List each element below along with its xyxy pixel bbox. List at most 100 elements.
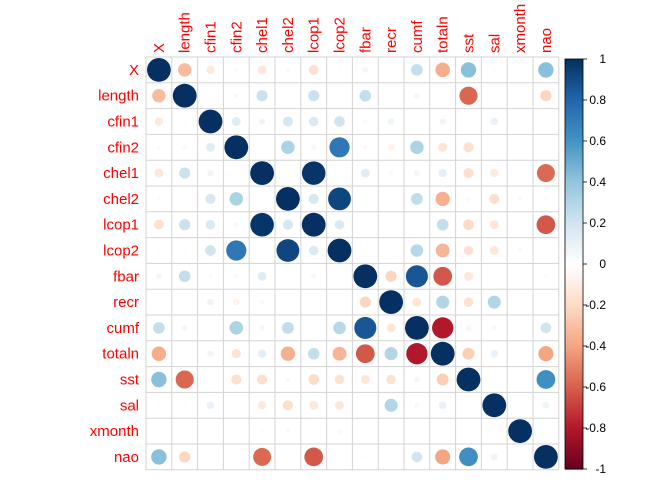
correlation-circle <box>438 168 447 178</box>
colorbar-segment <box>565 223 583 226</box>
colorbar-segment <box>565 83 583 87</box>
correlation-circle <box>335 400 344 410</box>
colorbar-segment <box>565 432 583 435</box>
row-label: X <box>129 62 139 79</box>
colorbar-segment <box>565 382 583 386</box>
correlation-circle <box>156 145 161 150</box>
correlation-circle <box>462 347 475 360</box>
colorbar-segment <box>565 419 583 423</box>
row-label: totaln <box>102 346 139 363</box>
correlation-circle <box>436 218 449 231</box>
colorbar-segment <box>565 264 583 267</box>
colorbar-segment <box>565 339 583 343</box>
correlation-circle <box>490 168 499 178</box>
colorbar-segment <box>565 350 583 353</box>
colorbar-segment <box>565 442 583 445</box>
colorbar-segment <box>565 378 583 382</box>
colorbar-segment <box>565 182 583 185</box>
correlation-circle <box>359 296 371 308</box>
colorbar-segment <box>565 348 583 351</box>
correlation-circle <box>544 274 548 278</box>
colorbar-segment <box>565 458 583 462</box>
colorbar-segment <box>565 315 583 318</box>
colorbar-segment <box>565 391 583 394</box>
correlation-circle <box>154 117 164 126</box>
colorbar-segment <box>565 124 583 128</box>
colorbar-segment <box>565 91 583 95</box>
colorbar-segment <box>565 284 583 288</box>
correlation-circle <box>386 374 396 385</box>
colorbar-segment <box>565 317 583 320</box>
colorbar-segment <box>565 261 583 265</box>
colorbar-tick-label: -1 <box>595 462 606 476</box>
correlation-circle <box>233 273 239 279</box>
colorbar-segment <box>565 436 583 439</box>
correlation-circle <box>179 167 191 179</box>
colorbar-segment <box>565 75 583 79</box>
colorbar-segment <box>565 341 583 345</box>
correlation-circle <box>489 220 499 230</box>
correlation-circle <box>544 197 548 201</box>
colorbar-segment <box>565 430 583 433</box>
correlation-circle <box>151 346 167 361</box>
colorbar-segment <box>565 196 583 199</box>
correlation-circle <box>175 370 194 389</box>
column-label: sal <box>486 34 503 53</box>
correlation-circle <box>308 116 319 127</box>
correlation-circle <box>433 266 453 286</box>
correlation-circle <box>334 374 345 385</box>
correlation-circle <box>517 196 523 202</box>
correlation-circle <box>435 449 451 465</box>
correlation-circle <box>183 119 187 124</box>
colorbar-segment <box>565 77 583 81</box>
colorbar-segment <box>565 354 583 357</box>
correlation-circle <box>411 451 423 463</box>
correlation-circle <box>410 192 423 205</box>
colorbar-segment <box>565 61 583 64</box>
correlation-circle <box>518 171 522 175</box>
correlation-circle <box>536 215 556 235</box>
correlation-circle <box>206 65 215 75</box>
correlation-circle <box>205 219 216 230</box>
correlation-circle <box>282 219 293 230</box>
correlation-circle <box>405 316 429 340</box>
colorbar-segment <box>565 448 583 452</box>
correlation-circle <box>257 349 267 358</box>
colorbar-segment <box>565 218 583 222</box>
correlation-circle <box>258 118 266 125</box>
colorbar-segment <box>565 97 583 101</box>
colorbar-segment <box>565 321 583 325</box>
correlation-circle <box>362 144 368 150</box>
colorbar-segment <box>565 425 583 429</box>
correlation-circle <box>308 193 319 204</box>
colorbar-segment <box>565 89 583 93</box>
correlation-circle <box>224 135 249 160</box>
colorbar-segment <box>565 161 583 165</box>
correlation-circle <box>412 297 422 307</box>
colorbar-segment <box>565 220 583 224</box>
colorbar-segment <box>565 198 583 202</box>
correlation-circle <box>179 219 191 231</box>
colorbar-segment <box>565 249 583 253</box>
colorbar-segment <box>565 229 583 232</box>
colorbar-segment <box>565 95 583 99</box>
colorbar-segment <box>565 116 583 120</box>
colorbar-segment <box>565 163 583 167</box>
colorbar-segment <box>565 136 583 140</box>
correlation-circle <box>542 401 550 409</box>
correlation-circle <box>463 168 474 179</box>
correlation-circle <box>231 374 242 385</box>
correlation-circle <box>233 222 239 228</box>
correlation-circle <box>456 367 481 392</box>
colorbar-segment <box>565 343 583 347</box>
colorbar-segment <box>565 270 583 273</box>
column-label: xmonth <box>512 4 529 53</box>
colorbar-segment <box>565 333 583 337</box>
correlation-circle <box>285 67 290 72</box>
colorbar-tick-label: -0.2 <box>585 298 606 312</box>
correlation-circle <box>334 219 345 230</box>
correlation-circle <box>329 137 350 158</box>
colorbar-segment <box>565 188 583 191</box>
correlation-circle <box>206 401 215 410</box>
correlation-circle <box>334 116 345 127</box>
